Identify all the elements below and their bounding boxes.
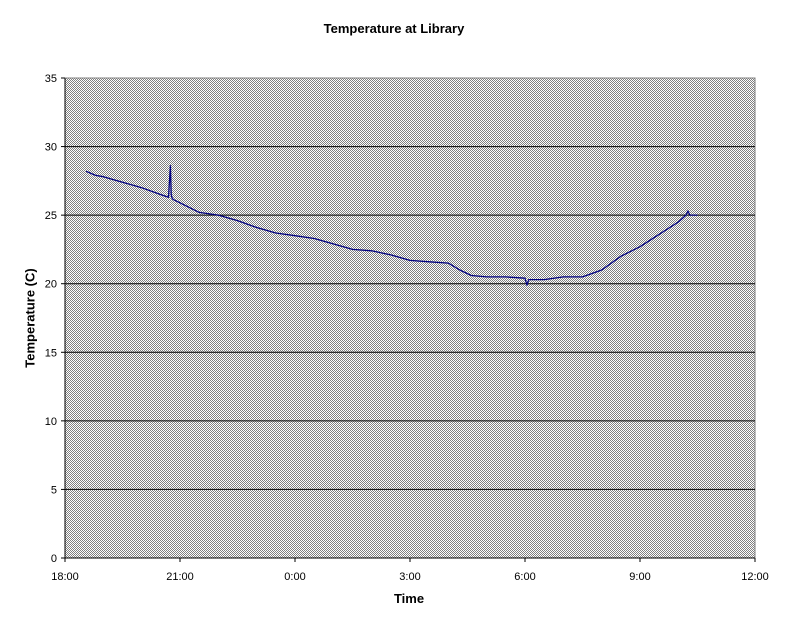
y-tick-label: 15	[45, 347, 57, 359]
y-tick-label: 5	[51, 484, 57, 496]
y-tick-label: 10	[45, 416, 57, 428]
series-line	[85, 165, 698, 286]
x-tick-label: 0:00	[284, 571, 305, 583]
plot-area	[64, 77, 756, 559]
x-tick-label: 3:00	[399, 571, 420, 583]
y-tick-label: 30	[45, 142, 57, 154]
x-tick-label: 21:00	[166, 571, 194, 583]
y-tick-label: 0	[51, 553, 57, 565]
y-tick-label: 20	[45, 279, 57, 291]
chart-title: Temperature at Library	[323, 21, 465, 36]
x-tick-label: 12:00	[741, 571, 769, 583]
x-axis-label: Time	[393, 591, 425, 606]
x-tick-label: 9:00	[629, 571, 650, 583]
y-tick-label: 35	[45, 73, 57, 85]
y-tick-label: 25	[45, 210, 57, 222]
x-tick-label: 6:00	[514, 571, 535, 583]
x-tick-label: 18:00	[51, 571, 79, 583]
